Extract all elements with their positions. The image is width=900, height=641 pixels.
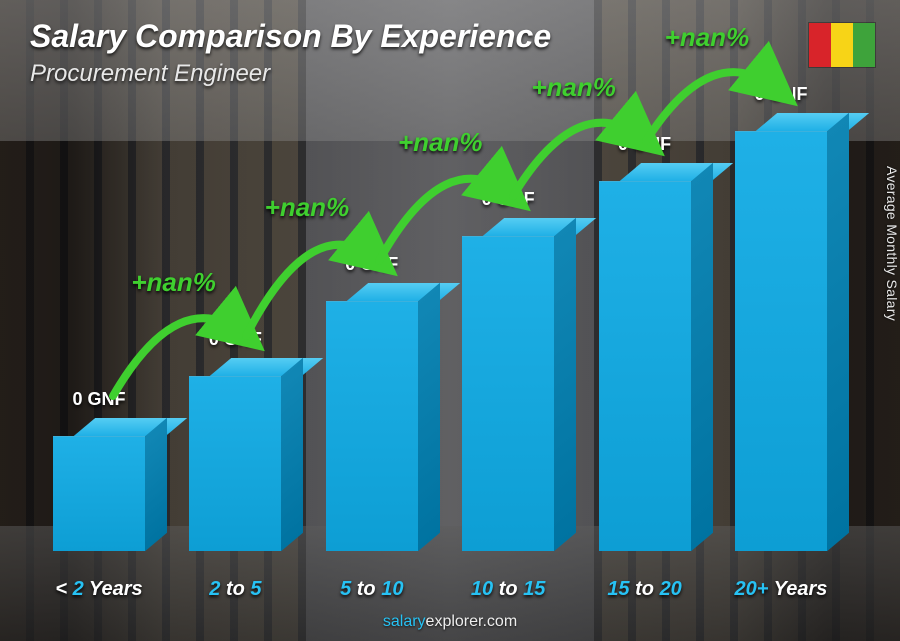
bar3d-2: [326, 301, 418, 551]
flag-stripe-2: [831, 23, 853, 67]
x-label-4: 15 to 20: [586, 578, 704, 601]
y-axis-label: Average Monthly Salary: [884, 166, 900, 321]
bar3d-1: [189, 376, 281, 551]
x-label-5: 20+ Years: [722, 578, 840, 601]
value-label-5: 0 GNF: [754, 84, 807, 105]
bar-1: 0 GNF: [176, 376, 294, 551]
bar3d-3: [462, 236, 554, 551]
bar-0: 0 GNF: [40, 436, 158, 551]
x-label-2: 5 to 10: [313, 578, 431, 601]
country-flag: [808, 22, 876, 68]
bar3d-4: [599, 181, 691, 551]
chart-canvas: Salary Comparison By Experience Procurem…: [0, 0, 900, 641]
bar-chart: 0 GNF0 GNF0 GNF0 GNF0 GNF0 GNF +nan%+nan…: [40, 110, 840, 551]
flag-stripe-1: [809, 23, 831, 67]
footer-suffix: explorer: [426, 613, 483, 630]
x-axis-labels: < 2 Years 2 to 5 5 to 10 10 to 15 15 to 20 20…: [40, 578, 840, 601]
footer-prefix: salary: [383, 613, 426, 630]
value-label-3: 0 GNF: [482, 189, 535, 210]
bar3d-0: [53, 436, 145, 551]
bar-3: 0 GNF: [449, 236, 567, 551]
footer-brand: salaryexplorer.com: [0, 613, 900, 631]
x-label-1: 2 to 5: [176, 578, 294, 601]
bar-4: 0 GNF: [586, 181, 704, 551]
footer-domain: .com: [482, 613, 517, 630]
value-label-4: 0 GNF: [618, 134, 671, 155]
delta-label-2: +nan%: [398, 127, 483, 158]
delta-label-3: +nan%: [531, 72, 616, 103]
x-label-3: 10 to 15: [449, 578, 567, 601]
delta-label-1: +nan%: [265, 192, 350, 223]
value-label-2: 0 GNF: [345, 254, 398, 275]
bars-container: 0 GNF0 GNF0 GNF0 GNF0 GNF0 GNF: [40, 110, 840, 551]
bar-5: 0 GNF: [722, 131, 840, 551]
value-label-1: 0 GNF: [209, 329, 262, 350]
bar3d-5: [735, 131, 827, 551]
chart-title: Salary Comparison By Experience: [30, 18, 551, 55]
delta-label-4: +nan%: [665, 22, 750, 53]
delta-label-0: +nan%: [131, 267, 216, 298]
x-label-0: < 2 Years: [40, 578, 158, 601]
value-label-0: 0 GNF: [72, 389, 125, 410]
chart-subtitle: Procurement Engineer: [30, 60, 270, 88]
flag-stripe-3: [853, 23, 875, 67]
bar-2: 0 GNF: [313, 301, 431, 551]
